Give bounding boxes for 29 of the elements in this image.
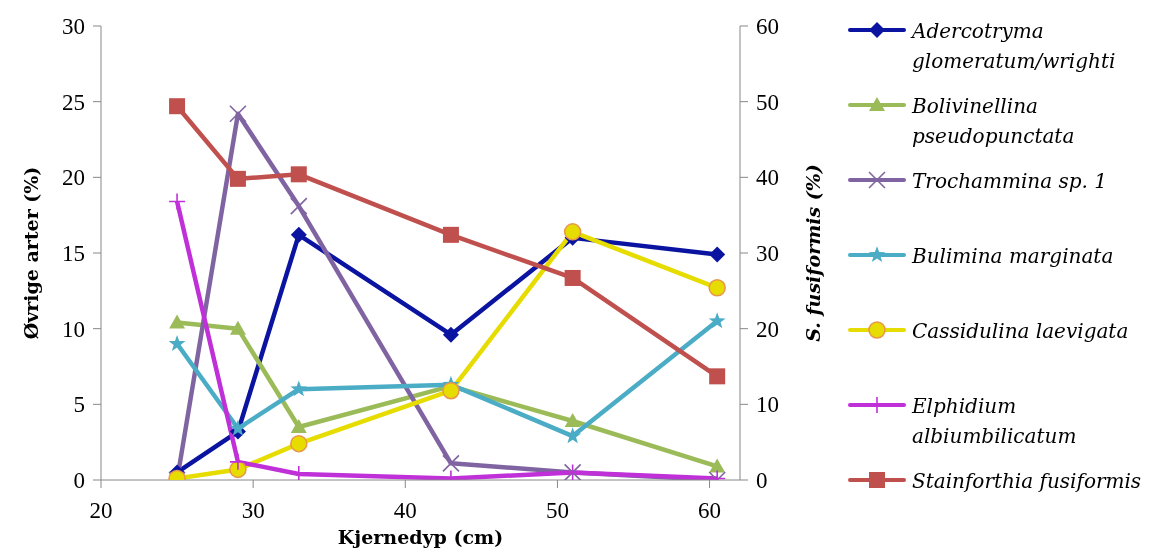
y2-tick-label: 20 (756, 316, 779, 342)
y-tick-label: 20 (62, 165, 85, 191)
y2-axis-title: S. fusiformis (%) (802, 164, 824, 342)
y-tick-label: 15 (62, 241, 85, 267)
y2-tick-label: 60 (756, 14, 779, 40)
y-tick-label: 0 (73, 468, 85, 494)
y2-tick-label: 10 (756, 392, 779, 418)
x-tick-label: 60 (698, 498, 722, 524)
y2-tick-label: 50 (756, 89, 779, 115)
y-axis-title: Øvrige arter (%) (20, 166, 42, 340)
y-tick-label: 30 (62, 14, 85, 40)
legend-label: Bolivinellina pseudopunctata (912, 92, 1076, 150)
legend-label: Bulimina marginata (912, 242, 1114, 270)
legend-label: Stainforthia fusiformis (912, 467, 1142, 495)
y-tick-label: 5 (73, 392, 85, 418)
y-tick-label: 25 (62, 89, 85, 115)
legend-label: Adercotryma glomeratum/wrighti (912, 17, 1117, 75)
x-tick-label: 30 (241, 498, 265, 524)
x-tick-label: 40 (393, 498, 417, 524)
x-tick-label: 20 (89, 498, 113, 524)
y2-tick-label: 30 (756, 241, 779, 267)
legend-label: Cassidulina laevigata (912, 317, 1129, 345)
x-tick-label: 50 (545, 498, 569, 524)
legend-label: Elphidium albiumbilicatum (912, 392, 1078, 450)
legend-label: Trochammina sp. 1 (912, 167, 1107, 195)
y2-tick-label: 0 (756, 468, 768, 494)
x-axis-title: Kjernedyp (cm) (337, 526, 504, 548)
y-tick-label: 10 (62, 316, 85, 342)
y2-tick-label: 40 (756, 165, 779, 191)
